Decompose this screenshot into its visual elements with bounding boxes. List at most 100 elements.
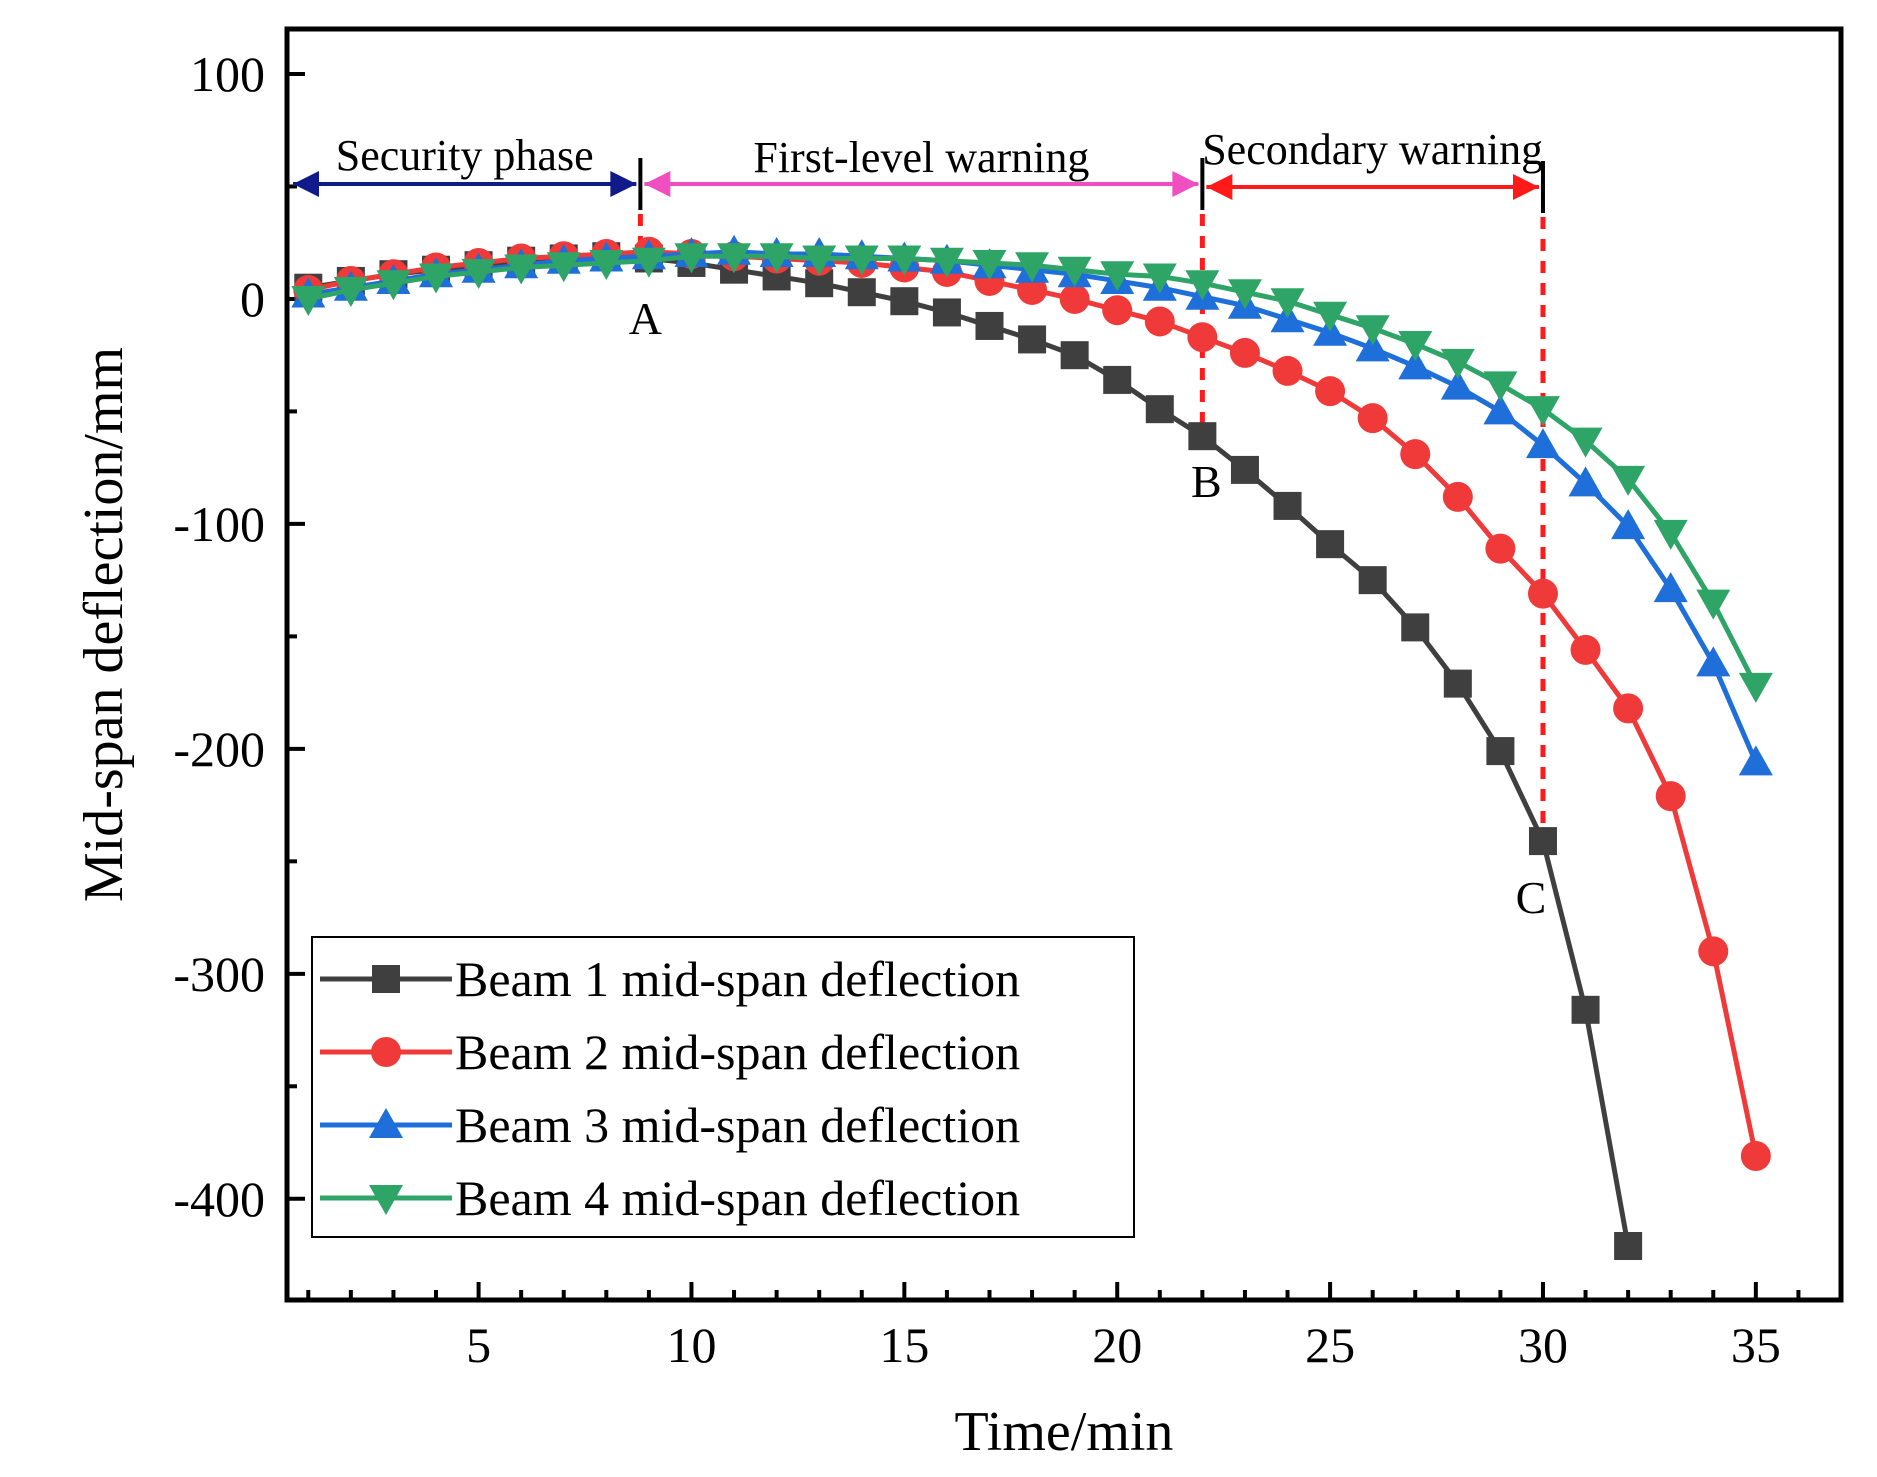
phase-label: Secondary warning bbox=[1202, 125, 1543, 174]
legend-entry: Beam 3 mid-span deflection bbox=[320, 1097, 1020, 1153]
data-point bbox=[1698, 936, 1729, 967]
legend-label: Beam 4 mid-span deflection bbox=[455, 1170, 1020, 1226]
series-3 bbox=[291, 234, 1773, 776]
data-point bbox=[631, 247, 666, 278]
data-point bbox=[1315, 376, 1346, 407]
data-point bbox=[1570, 634, 1601, 665]
data-point bbox=[1653, 519, 1688, 550]
data-point bbox=[1057, 256, 1092, 287]
data-point bbox=[1398, 330, 1433, 361]
data-point bbox=[589, 249, 624, 280]
legend-marker bbox=[372, 965, 400, 993]
data-point bbox=[1440, 348, 1475, 379]
data-point bbox=[1528, 827, 1557, 856]
x-tick-label: 15 bbox=[879, 1317, 929, 1373]
data-point bbox=[1273, 491, 1302, 520]
legend-marker bbox=[369, 1185, 403, 1215]
data-point bbox=[1696, 646, 1731, 677]
data-point bbox=[1613, 693, 1644, 724]
data-point bbox=[1738, 672, 1773, 703]
data-point bbox=[1483, 371, 1518, 402]
data-point bbox=[1525, 428, 1560, 459]
data-point bbox=[546, 252, 581, 283]
data-point bbox=[847, 278, 876, 307]
legend-entry: Beam 4 mid-span deflection bbox=[320, 1170, 1020, 1226]
data-point bbox=[461, 258, 496, 289]
data-point bbox=[1525, 396, 1560, 427]
data-point bbox=[972, 249, 1007, 280]
y-tick-label: -100 bbox=[173, 496, 265, 552]
data-point bbox=[1358, 566, 1387, 595]
data-point bbox=[1059, 283, 1090, 314]
data-point bbox=[844, 245, 879, 276]
data-point bbox=[1229, 337, 1260, 368]
x-tick-label: 30 bbox=[1518, 1317, 1568, 1373]
legend-box bbox=[311, 936, 1135, 1238]
data-point bbox=[890, 287, 919, 316]
data-point bbox=[1316, 530, 1345, 559]
y-tick-label: -300 bbox=[173, 946, 265, 1002]
data-point bbox=[1355, 315, 1390, 346]
axes: 5 10 15 20 25 30 35 100 0 -100 -200 -300 -400 Time/mi… bbox=[73, 26, 1844, 1463]
legend-marker bbox=[371, 1037, 401, 1067]
x-axis-title: Time/min bbox=[955, 1401, 1174, 1463]
y-tick-label: 100 bbox=[190, 46, 265, 102]
data-point bbox=[1614, 1232, 1643, 1261]
data-point bbox=[291, 285, 326, 316]
data-point bbox=[1142, 263, 1177, 294]
data-point bbox=[1401, 613, 1430, 642]
data-point bbox=[1357, 403, 1388, 434]
data-point bbox=[887, 245, 922, 276]
data-point bbox=[1103, 365, 1132, 394]
data-point bbox=[1440, 369, 1475, 400]
data-point bbox=[1483, 394, 1518, 425]
data-point bbox=[1270, 288, 1305, 319]
data-point bbox=[674, 243, 709, 274]
data-point bbox=[333, 276, 368, 307]
x-tick-label: 20 bbox=[1092, 1317, 1142, 1373]
data-point bbox=[1611, 509, 1646, 540]
data-point bbox=[1611, 465, 1646, 496]
y-tick-label: -400 bbox=[173, 1171, 265, 1227]
data-point bbox=[1185, 270, 1220, 301]
data-point bbox=[1272, 355, 1303, 386]
data-point bbox=[1313, 301, 1348, 332]
legend: Beam 1 mid-span deflection Beam 2 mid-spa… bbox=[311, 936, 1135, 1238]
y-tick-label: -200 bbox=[173, 721, 265, 777]
series-4 bbox=[291, 243, 1773, 703]
legend-label: Beam 3 mid-span deflection bbox=[455, 1097, 1020, 1153]
data-point bbox=[504, 254, 539, 285]
data-point bbox=[759, 243, 794, 274]
data-point bbox=[717, 243, 752, 274]
boundary-point-label: A bbox=[629, 293, 662, 344]
y-tick-label: 0 bbox=[240, 271, 265, 327]
data-point bbox=[1100, 261, 1135, 292]
boundary-point-label: C bbox=[1516, 872, 1547, 923]
data-point bbox=[1230, 455, 1259, 484]
data-point bbox=[1443, 669, 1472, 698]
data-point bbox=[1442, 481, 1473, 512]
data-point bbox=[1400, 439, 1431, 470]
data-point bbox=[1485, 533, 1516, 564]
boundary-point-label: B bbox=[1191, 456, 1222, 507]
data-point bbox=[1571, 995, 1600, 1024]
legend-entry: Beam 2 mid-span deflection bbox=[320, 1024, 1020, 1080]
data-point bbox=[1060, 341, 1089, 370]
x-tick-label: 35 bbox=[1731, 1317, 1781, 1373]
legend-marker bbox=[369, 1108, 403, 1138]
data-point bbox=[1568, 427, 1603, 458]
legend-entry: Beam 1 mid-span deflection bbox=[320, 951, 1020, 1007]
data-point bbox=[376, 270, 411, 301]
phase-annotations: Security phase First-level warning Seconda… bbox=[293, 125, 1546, 923]
x-tick-label: 25 bbox=[1305, 1317, 1355, 1373]
data-point bbox=[1696, 589, 1731, 620]
phase-label: First-level warning bbox=[753, 133, 1089, 182]
data-point bbox=[1653, 572, 1688, 603]
data-point bbox=[1486, 737, 1515, 766]
data-point bbox=[1188, 422, 1217, 451]
data-point bbox=[1355, 331, 1390, 362]
data-point bbox=[929, 247, 964, 278]
x-tick-label: 10 bbox=[666, 1317, 716, 1373]
plot-frame bbox=[284, 26, 1844, 1303]
data-point bbox=[1015, 252, 1050, 283]
